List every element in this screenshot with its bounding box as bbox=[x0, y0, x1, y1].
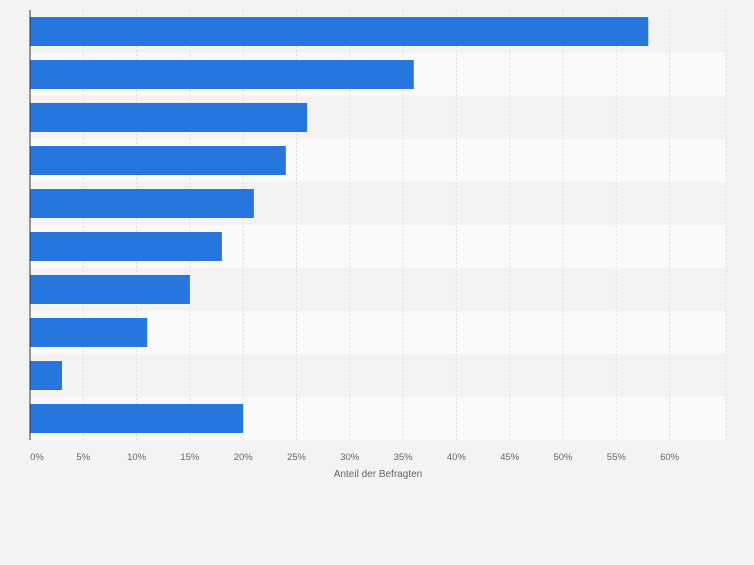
bar bbox=[30, 361, 62, 390]
bar bbox=[30, 275, 190, 304]
row-band bbox=[30, 354, 726, 397]
x-tick-label: 5% bbox=[76, 452, 90, 463]
x-tick-label: 25% bbox=[287, 452, 307, 463]
x-tick-label: 20% bbox=[234, 452, 254, 463]
x-tick-label: 45% bbox=[500, 452, 520, 463]
x-tick-label: 30% bbox=[340, 452, 360, 463]
bar bbox=[30, 103, 308, 132]
bar bbox=[30, 318, 148, 347]
x-tick-label: 40% bbox=[447, 452, 467, 463]
x-tick-label: 50% bbox=[553, 452, 573, 463]
bar bbox=[30, 232, 222, 261]
x-tick-label: 10% bbox=[127, 452, 147, 463]
x-tick-label: 60% bbox=[660, 452, 680, 463]
x-tick-label: 15% bbox=[180, 452, 200, 463]
x-axis-title: Anteil der Befragten bbox=[334, 469, 422, 480]
bar bbox=[30, 189, 254, 218]
x-tick-label: 35% bbox=[394, 452, 414, 463]
x-tick-label: 55% bbox=[607, 452, 627, 463]
bar bbox=[30, 146, 286, 175]
x-tick-label: 0% bbox=[30, 452, 44, 463]
bar bbox=[30, 404, 244, 433]
bar bbox=[30, 60, 414, 89]
bar bbox=[30, 17, 649, 46]
